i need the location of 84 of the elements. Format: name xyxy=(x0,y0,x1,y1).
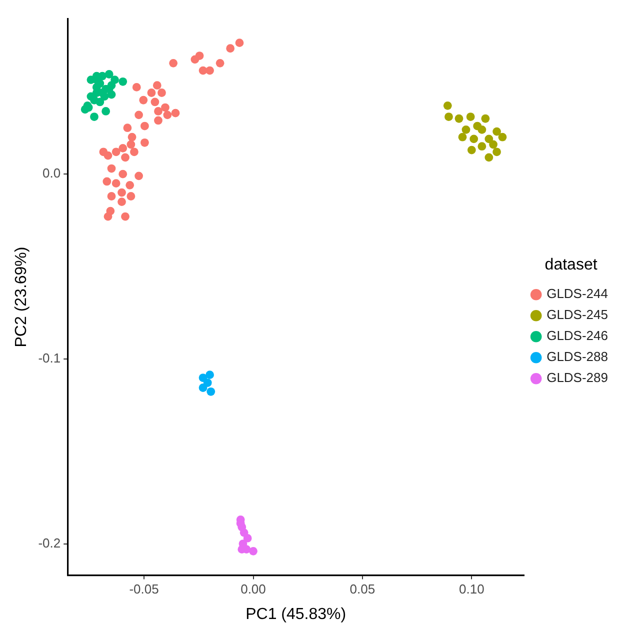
point xyxy=(171,108,180,118)
point xyxy=(112,148,120,156)
point xyxy=(104,70,114,78)
point xyxy=(121,153,130,162)
point xyxy=(454,114,464,123)
point xyxy=(489,140,498,149)
point xyxy=(147,88,156,97)
point xyxy=(110,76,119,84)
point xyxy=(104,212,112,221)
legend-label: GLDS-246 xyxy=(546,328,608,344)
point xyxy=(107,192,116,200)
point xyxy=(126,140,136,149)
point xyxy=(121,212,130,221)
point xyxy=(243,534,252,542)
point xyxy=(150,98,160,106)
point xyxy=(154,116,162,125)
point xyxy=(130,148,138,156)
point xyxy=(484,134,494,144)
point xyxy=(163,110,172,120)
point xyxy=(467,146,476,154)
y-tick-label: -0.1 xyxy=(38,350,61,366)
point xyxy=(462,126,470,134)
point xyxy=(206,66,214,75)
point xyxy=(498,132,507,142)
point xyxy=(443,101,452,110)
point xyxy=(90,96,98,104)
point xyxy=(444,112,453,121)
point xyxy=(126,192,136,200)
point xyxy=(216,58,224,68)
legend-label: GLDS-245 xyxy=(546,307,608,322)
point xyxy=(484,153,494,162)
point xyxy=(118,170,128,178)
point xyxy=(140,122,149,130)
point xyxy=(132,82,141,92)
point xyxy=(140,138,149,147)
y-tick-label: 0.0 xyxy=(42,166,61,181)
point xyxy=(206,370,214,380)
point xyxy=(235,38,244,48)
legend-label: GLDS-289 xyxy=(546,370,608,386)
point xyxy=(118,198,126,206)
point xyxy=(102,107,110,116)
point xyxy=(466,112,475,121)
point xyxy=(492,148,501,156)
point xyxy=(481,114,490,123)
point xyxy=(139,96,148,104)
legend-title: dataset xyxy=(544,256,598,274)
legend-label: GLDS-288 xyxy=(546,349,608,364)
x-tick-label: 0.00 xyxy=(240,582,266,597)
point xyxy=(478,126,486,134)
x-tick-label: 0.05 xyxy=(350,582,376,597)
point xyxy=(90,112,98,121)
point xyxy=(249,546,258,556)
point xyxy=(169,58,178,68)
point xyxy=(226,44,235,53)
point xyxy=(107,164,116,173)
point xyxy=(112,179,120,188)
x-tick-label: 0.10 xyxy=(459,582,484,597)
point xyxy=(154,107,162,116)
point xyxy=(190,55,200,64)
point xyxy=(152,81,162,90)
point xyxy=(80,105,90,114)
point xyxy=(104,151,112,160)
point xyxy=(128,132,136,142)
point xyxy=(470,134,478,144)
point xyxy=(118,188,126,197)
y-tick-label: -0.2 xyxy=(38,535,61,550)
point xyxy=(478,142,486,151)
point xyxy=(158,88,166,97)
point xyxy=(118,77,128,86)
point xyxy=(134,110,144,120)
point xyxy=(123,124,132,132)
x-axis-title: PC1 (45.83%) xyxy=(246,606,346,623)
legend-label: GLDS-244 xyxy=(546,286,608,302)
point xyxy=(206,387,216,396)
x-tick-label: -0.05 xyxy=(129,582,159,597)
point xyxy=(118,144,128,152)
point xyxy=(134,172,144,180)
point xyxy=(161,103,170,112)
point xyxy=(126,180,134,190)
point xyxy=(458,132,467,142)
point xyxy=(492,127,501,136)
point xyxy=(102,177,112,186)
point xyxy=(198,384,208,392)
y-axis-title: PC2 (23.69%) xyxy=(13,246,30,348)
